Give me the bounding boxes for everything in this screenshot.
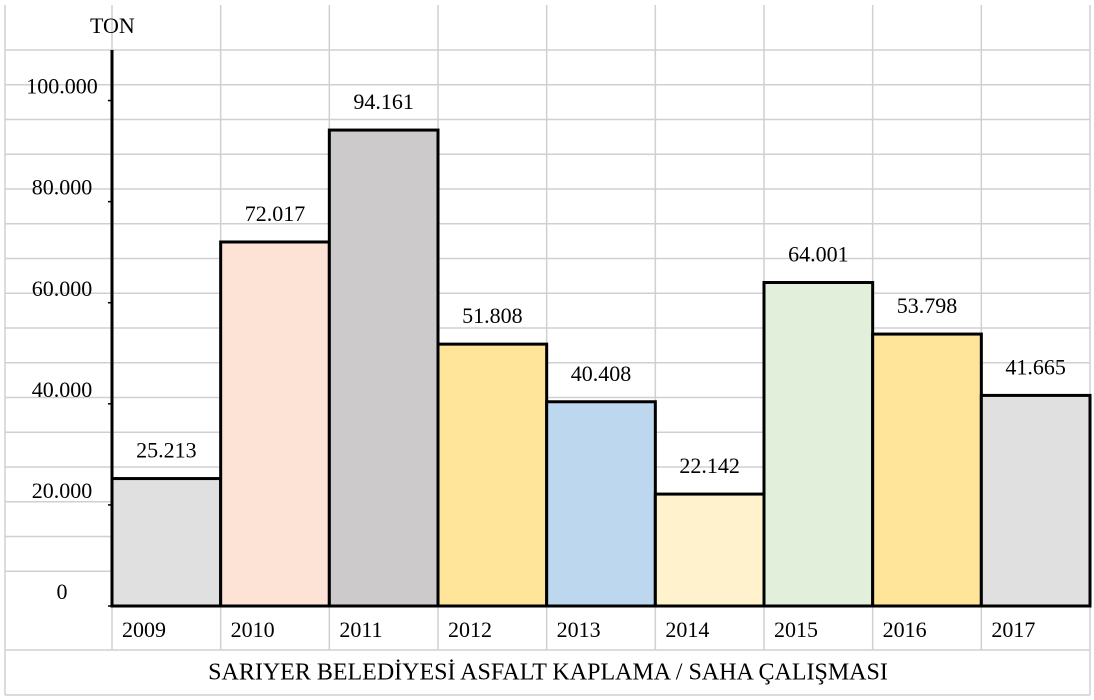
y-tick-label: 100.000 xyxy=(26,74,98,99)
value-label: 72.017 xyxy=(245,201,306,226)
value-label: 22.142 xyxy=(679,453,740,478)
x-tick-label: 2009 xyxy=(122,617,166,642)
bar xyxy=(110,477,223,608)
value-label: 41.665 xyxy=(1005,354,1066,379)
bar xyxy=(436,342,549,608)
value-label: 64.001 xyxy=(788,242,849,267)
bar xyxy=(545,400,657,608)
value-label: 51.808 xyxy=(462,303,523,328)
y-tick-label: 0 xyxy=(57,579,68,604)
x-tick-label: 2013 xyxy=(557,617,601,642)
bar xyxy=(327,128,440,608)
bar xyxy=(871,332,983,608)
y-tick-label: 80.000 xyxy=(32,175,93,200)
y-tick-label: 20.000 xyxy=(32,478,93,503)
x-tick-label: 2016 xyxy=(883,617,927,642)
bar xyxy=(762,281,875,608)
bar xyxy=(653,492,766,608)
chart-title: SARIYER BELEDİYESİ ASFALT KAPLAMA / SAHA… xyxy=(208,660,888,686)
x-tick-label: 2014 xyxy=(665,617,709,642)
x-tick-label: 2011 xyxy=(339,617,382,642)
value-label: 25.213 xyxy=(136,438,197,463)
y-axis-label: TON xyxy=(90,13,135,38)
value-label: 40.408 xyxy=(571,361,632,386)
x-tick-label: 2017 xyxy=(991,617,1035,642)
x-tick-label: 2015 xyxy=(774,617,818,642)
x-tick-label: 2010 xyxy=(231,617,275,642)
x-tick-label: 2012 xyxy=(448,617,492,642)
bar xyxy=(979,393,1092,608)
y-tick-label: 60.000 xyxy=(32,276,93,301)
y-tick-label: 40.000 xyxy=(32,377,93,402)
bar xyxy=(219,240,331,608)
value-label: 53.798 xyxy=(897,293,958,318)
value-label: 94.161 xyxy=(353,89,414,114)
